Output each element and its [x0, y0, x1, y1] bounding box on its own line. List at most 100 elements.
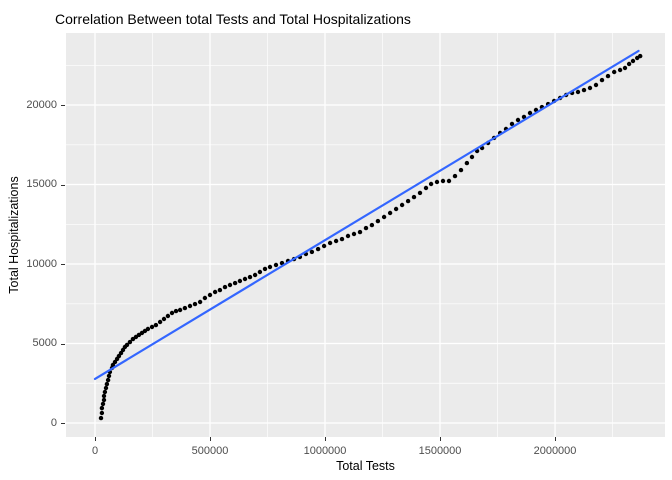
data-point — [593, 82, 599, 88]
data-point — [327, 240, 333, 246]
y-tick-mark — [61, 105, 65, 106]
data-point — [273, 262, 279, 268]
data-point — [411, 194, 417, 200]
data-point — [581, 87, 587, 93]
y-tick-mark — [61, 343, 65, 345]
data-point — [222, 284, 228, 290]
data-point — [423, 185, 429, 191]
data-point — [446, 178, 452, 184]
data-point — [105, 377, 111, 383]
data-point — [434, 179, 440, 185]
data-point — [202, 295, 208, 301]
data-point — [98, 415, 104, 421]
data-point — [101, 397, 107, 403]
data-point — [369, 222, 375, 228]
data-point — [417, 190, 423, 196]
data-point — [165, 313, 171, 319]
data-point — [464, 160, 470, 166]
data-point — [192, 301, 198, 307]
plot-panel — [66, 33, 665, 437]
x-tick-label: 500000 — [191, 445, 229, 457]
x-tick-mark — [325, 437, 326, 441]
data-point — [605, 73, 611, 79]
data-point — [612, 69, 617, 75]
data-point — [630, 58, 636, 64]
data-point — [428, 181, 434, 187]
data-point — [102, 389, 108, 395]
data-point — [99, 405, 105, 411]
data-point — [177, 307, 183, 313]
data-point — [182, 305, 188, 311]
data-point — [363, 225, 369, 231]
data-point — [515, 117, 521, 123]
plot-area — [66, 33, 665, 437]
data-point — [99, 410, 105, 416]
y-tick-mark — [61, 423, 65, 424]
data-point — [357, 229, 363, 235]
y-tick-label: 15000 — [26, 178, 57, 190]
data-point — [212, 289, 218, 295]
data-point — [315, 246, 321, 252]
data-point — [599, 77, 605, 83]
y-axis-title: Total Hospitalizations — [7, 176, 21, 294]
y-tick-label: 10000 — [26, 257, 57, 270]
data-point — [638, 53, 643, 59]
data-point — [587, 85, 593, 91]
data-point — [345, 233, 351, 239]
data-point — [521, 114, 527, 120]
data-point — [262, 266, 268, 272]
data-point — [405, 198, 411, 204]
data-point — [381, 214, 387, 220]
x-tick-label: 2000000 — [533, 445, 577, 457]
x-tick-mark — [555, 437, 556, 441]
data-point — [469, 154, 475, 160]
data-point — [232, 280, 238, 286]
data-point — [153, 322, 159, 328]
data-point — [321, 243, 327, 249]
data-point — [247, 274, 253, 280]
data-point — [387, 210, 393, 216]
data-point — [197, 299, 203, 305]
data-point — [227, 282, 233, 288]
y-tick-mark — [61, 184, 65, 186]
x-tick-label: 1000000 — [303, 445, 347, 457]
data-point — [106, 373, 112, 379]
data-point — [252, 272, 258, 278]
data-point — [458, 167, 464, 173]
data-point — [207, 292, 213, 298]
y-tick-label: 0 — [50, 416, 57, 429]
data-point — [617, 67, 623, 73]
chart-title: Correlation Between total Tests and Tota… — [55, 11, 411, 27]
x-tick-mark — [440, 437, 441, 441]
data-point — [242, 276, 248, 282]
data-point — [509, 121, 515, 127]
data-point — [145, 326, 151, 332]
x-tick-mark — [210, 437, 211, 441]
trend-line — [93, 49, 640, 381]
data-point — [127, 339, 133, 345]
y-tick-mark — [61, 264, 65, 265]
data-point — [237, 278, 243, 284]
x-tick-label: 1500000 — [418, 445, 462, 457]
data-point — [309, 249, 315, 255]
data-point — [100, 401, 106, 407]
data-point — [112, 359, 118, 365]
y-tick-label: 20000 — [26, 98, 57, 111]
data-point — [399, 202, 405, 208]
data-point — [257, 269, 263, 275]
data-point — [351, 231, 357, 237]
data-point — [267, 264, 273, 270]
data-point — [169, 310, 175, 316]
data-point — [622, 65, 628, 71]
data-point — [187, 303, 193, 309]
data-point — [101, 393, 107, 399]
data-point — [375, 218, 381, 224]
data-point — [452, 173, 458, 179]
x-axis-title: Total Tests — [336, 459, 395, 473]
data-point — [104, 381, 110, 387]
data-point — [103, 385, 109, 391]
data-point — [161, 316, 167, 322]
data-point — [217, 287, 223, 293]
data-point — [124, 342, 130, 348]
